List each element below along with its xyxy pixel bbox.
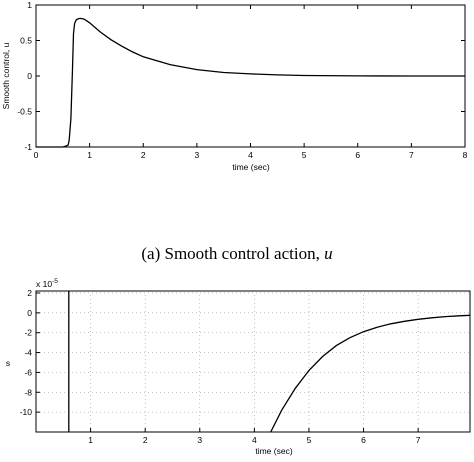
bottom-x-tick-label: 5 [307, 435, 312, 445]
bottom-x-tick-label: 4 [252, 435, 257, 445]
top-x-tick-label: 8 [463, 150, 468, 160]
top-x-tick-label: 3 [195, 150, 200, 160]
top-x-tick-label: 6 [355, 150, 360, 160]
bottom-plot-frame [35, 290, 471, 433]
top-x-tick-label: 2 [141, 150, 146, 160]
bottom-y-tick-label: -4 [24, 348, 32, 358]
bottom-y-axis-label: s [6, 358, 10, 368]
bottom-y-tick-label: -2 [24, 328, 32, 338]
bottom-y-exponent: x 10-5 [36, 278, 58, 289]
bottom-x-tick-label: 1 [88, 435, 93, 445]
bottom-x-tick-label: 7 [416, 435, 421, 445]
top-y-tick-label: 0.5 [20, 36, 32, 46]
top-x-tick-label: 4 [248, 150, 253, 160]
bottom-x-tick-label: 6 [361, 435, 366, 445]
top-chart: 0 1 2 3 4 5 6 7 8 1 0.5 0 -0.5 -1 time (sec) Smooth … [1, 0, 468, 172]
bottom-y-tick-label: -10 [20, 407, 33, 417]
top-y-tick-label: -0.5 [17, 107, 32, 117]
top-x-tick-label: 1 [87, 150, 92, 160]
bottom-x-axis-label: time (sec) [255, 446, 292, 456]
top-y-tick-label: 0 [27, 71, 32, 81]
bottom-y-tick-label: 0 [27, 308, 32, 318]
bottom-x-tick-label: 3 [197, 435, 202, 445]
bottom-y-tick-label: -6 [24, 367, 32, 377]
top-x-tick-label: 7 [409, 150, 414, 160]
figure-caption: (a) Smooth control action, u [0, 244, 474, 264]
top-x-tick-label: 5 [302, 150, 307, 160]
top-series-line [36, 17, 465, 148]
top-x-tick-label: 0 [34, 150, 39, 160]
top-y-tick-label: 1 [27, 0, 32, 10]
caption-symbol: u [324, 244, 333, 263]
bottom-series-line [68, 291, 471, 433]
top-y-axis-label: Smooth control, u [1, 42, 11, 109]
bottom-y-tick-label: 2 [27, 288, 32, 298]
top-y-tick-label: -1 [24, 142, 32, 152]
bottom-x-tick-label: 2 [143, 435, 148, 445]
top-x-axis-label: time (sec) [232, 162, 269, 172]
bottom-y-tick-label: -8 [24, 387, 32, 397]
caption-text: (a) Smooth control action, [141, 244, 325, 263]
